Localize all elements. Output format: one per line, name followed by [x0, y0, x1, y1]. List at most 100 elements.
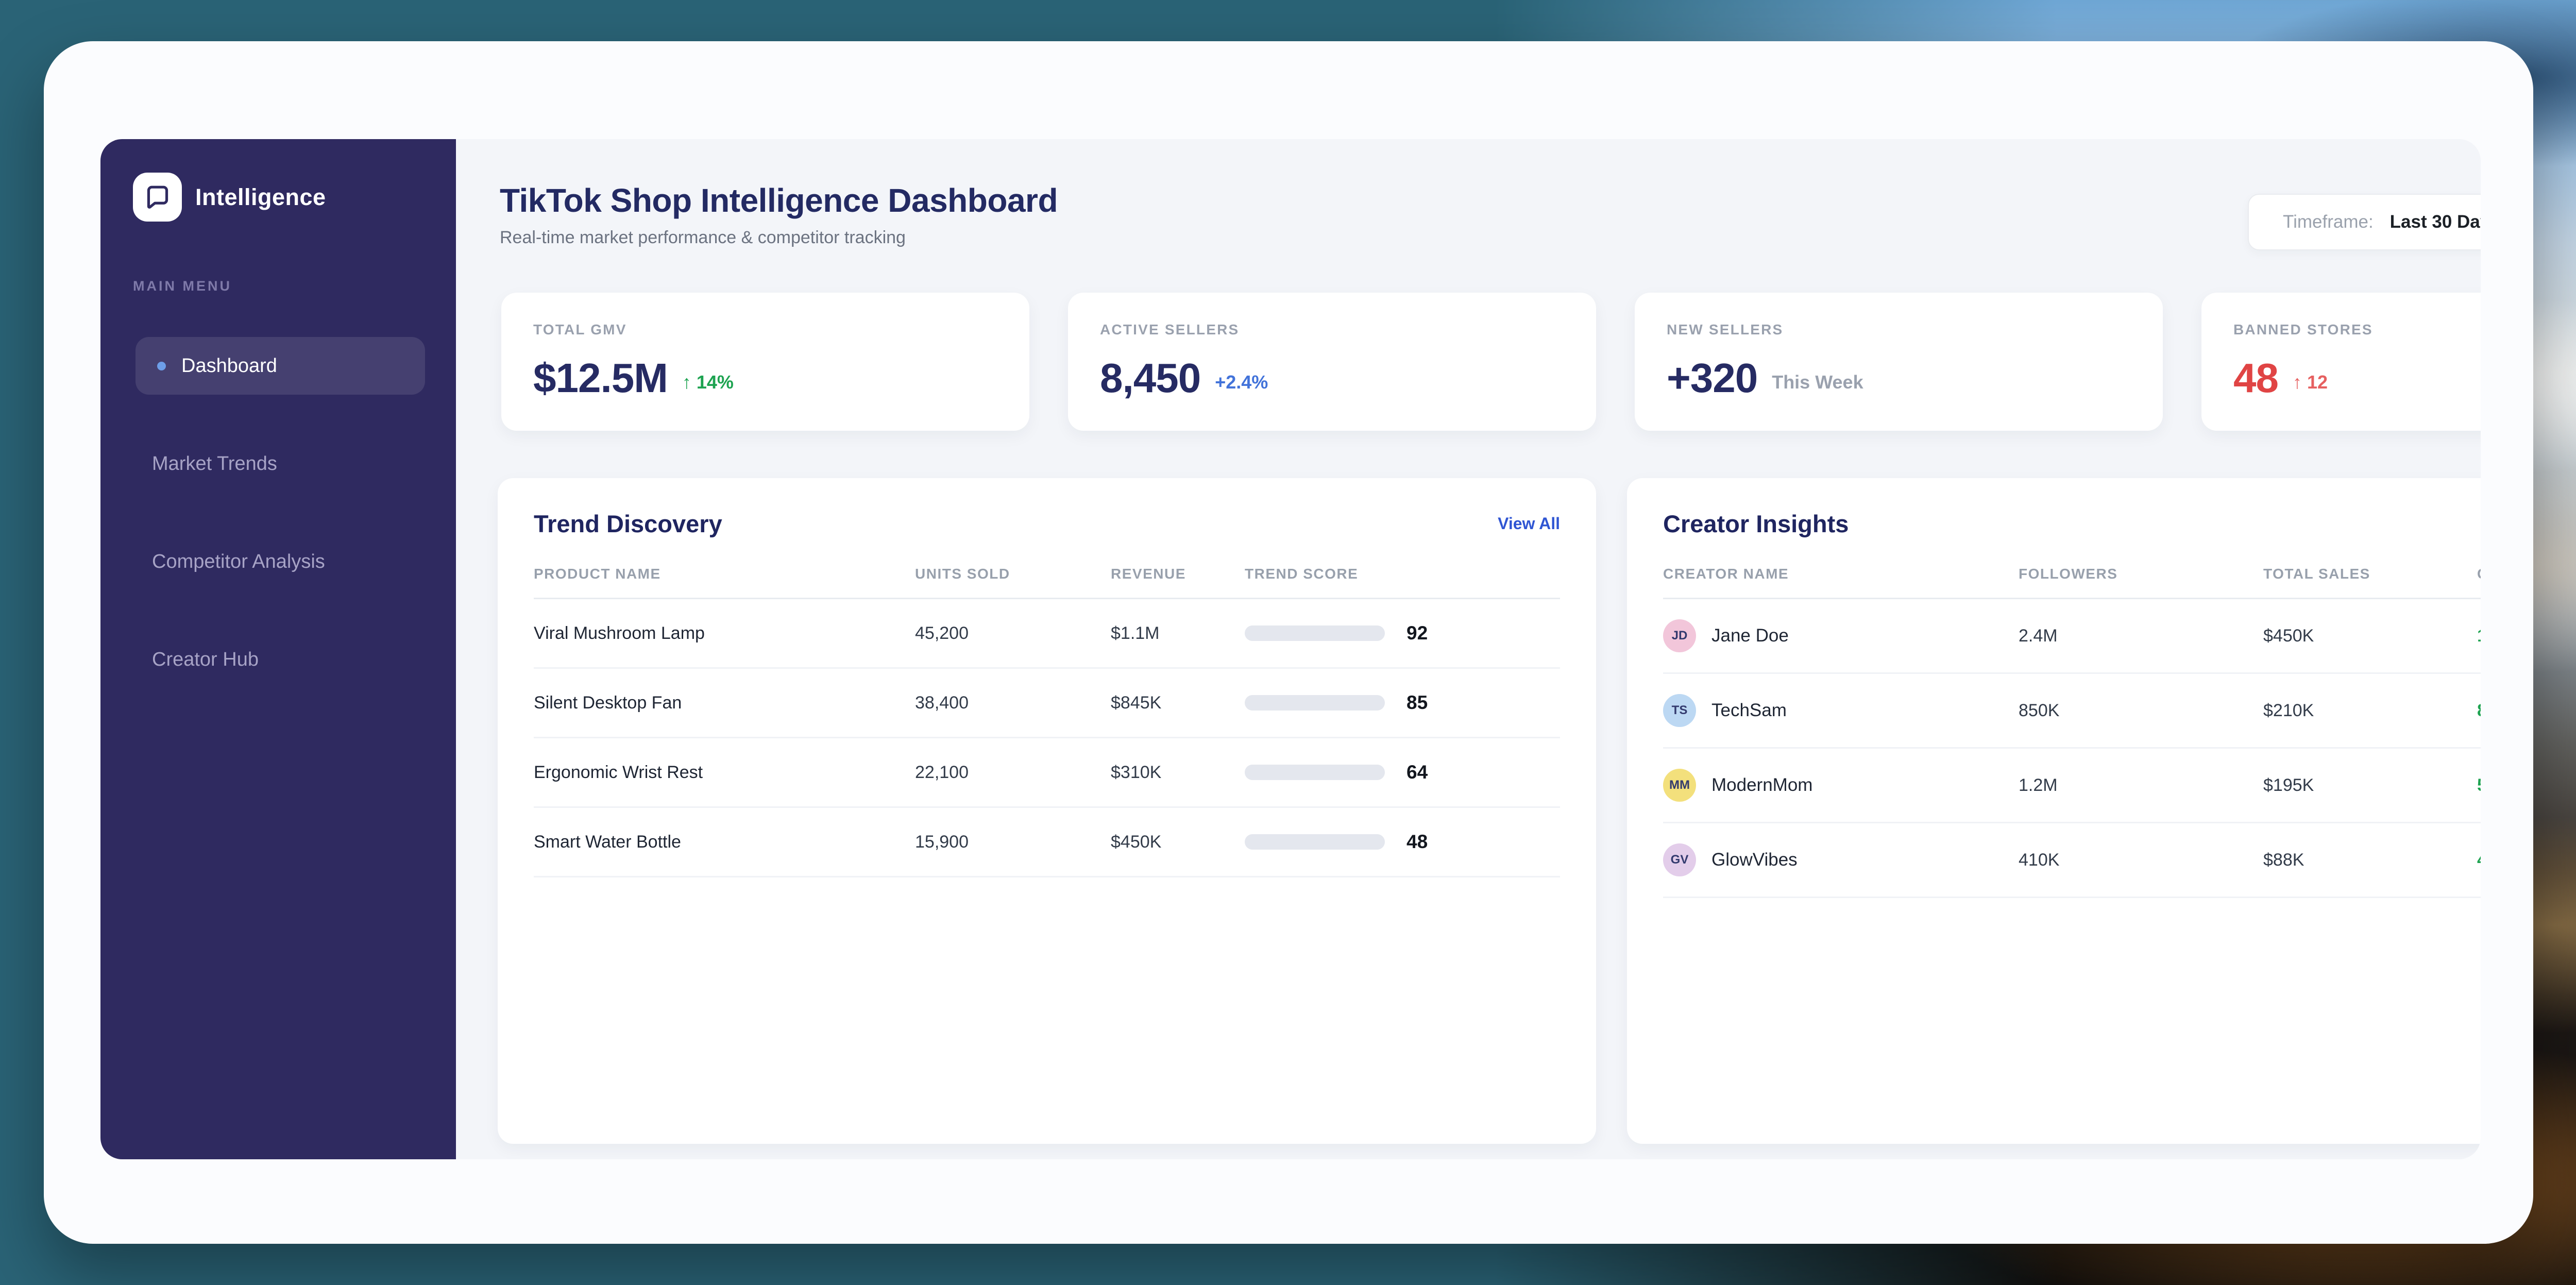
stat-delta: +2.4% — [1215, 371, 1268, 393]
trend-score-cell: 48 — [1245, 831, 1560, 853]
sidebar-item-dashboard[interactable]: Dashboard — [135, 337, 425, 395]
creator-cell: JD Jane Doe — [1663, 619, 2019, 652]
sidebar-item-label: Market Trends — [152, 452, 277, 475]
stat-value: +320 — [1667, 355, 1758, 401]
trend-score-bar — [1245, 695, 1385, 711]
gmv-growth: 12% — [2477, 626, 2481, 646]
page-subtitle: Real-time market performance & competito… — [500, 228, 906, 247]
stat-value: 48 — [2233, 355, 2279, 401]
product-name: Smart Water Bottle — [534, 832, 681, 852]
total-sales: $88K — [2263, 850, 2304, 870]
stat-value: 8,450 — [1100, 355, 1201, 401]
column-header: UNITS SOLD — [915, 566, 1010, 582]
sidebar-item-label: Creator Hub — [152, 648, 259, 670]
column-header: FOLLOWERS — [2019, 566, 2118, 582]
sidebar-item-market-trends[interactable]: Market Trends — [135, 435, 425, 493]
column-header: TOTAL SALES — [2263, 566, 2370, 582]
product-name: Viral Mushroom Lamp — [534, 623, 705, 643]
trend-score-value: 64 — [1406, 762, 1428, 783]
sidebar-item-competitor-analysis[interactable]: Competitor Analysis — [135, 533, 425, 590]
panels-row: Trend Discovery View All PRODUCT NAME UN… — [498, 478, 2481, 1144]
avatar: JD — [1663, 619, 1696, 652]
table-row: Smart Water Bottle 15,900 $450K 48 — [534, 808, 1560, 877]
timeframe-select[interactable]: Timeframe: Last 30 Days — [2248, 194, 2481, 250]
logo-text: Intelligence — [195, 183, 326, 210]
creator-cell: GV GlowVibes — [1663, 843, 2019, 876]
followers: 850K — [2019, 700, 2060, 720]
window-frame: Intelligence MAIN MENU Dashboard Market … — [44, 41, 2533, 1244]
trend-score-value: 48 — [1406, 831, 1428, 852]
avatar: MM — [1663, 769, 1696, 802]
sidebar-section-label: MAIN MENU — [133, 278, 232, 294]
followers: 2.4M — [2019, 625, 2058, 646]
sidebar-item-creator-hub[interactable]: Creator Hub — [135, 631, 425, 688]
page-header: TikTok Shop Intelligence Dashboard Real-… — [500, 181, 1058, 248]
view-all-link[interactable]: View All — [1498, 514, 1560, 533]
panel-title: Creator Insights — [1663, 510, 1849, 537]
sidebar-menu: Dashboard Market Trends Competitor Analy… — [100, 337, 456, 729]
trend-score-cell: 85 — [1245, 692, 1560, 714]
stat-card-banned-stores: BANNED STORES 48 ↑ 12 — [2201, 293, 2481, 431]
creator-name: GlowVibes — [1711, 850, 1798, 870]
column-header: PRODUCT NAME — [534, 566, 661, 582]
product-name: Silent Desktop Fan — [534, 692, 682, 713]
stats-row: TOTAL GMV $12.5M ↑ 14% ACTIVE SELLERS 8,… — [501, 293, 2481, 431]
trend-score-value: 85 — [1406, 692, 1428, 713]
revenue: $310K — [1111, 762, 1162, 782]
table-row: MM ModernMom 1.2M $195K 5% — [1663, 749, 2481, 823]
total-sales: $450K — [2263, 625, 2314, 646]
stat-label: NEW SELLERS — [1667, 322, 1784, 337]
creator-cell: TS TechSam — [1663, 694, 2019, 727]
followers: 410K — [2019, 850, 2060, 870]
stat-value: $12.5M — [533, 355, 668, 401]
followers: 1.2M — [2019, 775, 2058, 795]
timeframe-label: Timeframe: — [2283, 212, 2374, 232]
creator-name: TechSam — [1711, 700, 1787, 720]
creator-name: Jane Doe — [1711, 625, 1789, 646]
gmv-growth: 8% — [2477, 701, 2481, 721]
column-header: TREND SCORE — [1245, 566, 1359, 582]
trend-discovery-panel: Trend Discovery View All PRODUCT NAME UN… — [498, 478, 1596, 1144]
total-sales: $210K — [2263, 700, 2314, 720]
stat-card-new-sellers: NEW SELLERS +320 This Week — [1635, 293, 2163, 431]
stat-delta: ↑ 14% — [682, 371, 734, 393]
table-header: PRODUCT NAME UNITS SOLD REVENUE TREND SC… — [534, 566, 1560, 599]
trend-score-value: 92 — [1406, 622, 1428, 644]
main-content: TikTok Shop Intelligence Dashboard Real-… — [456, 139, 2481, 1159]
revenue: $450K — [1111, 832, 1162, 852]
trend-score-bar — [1245, 834, 1385, 850]
table-header: CREATOR NAME FOLLOWERS TOTAL SALES GMV — [1663, 566, 2481, 599]
dashboard-app: Intelligence MAIN MENU Dashboard Market … — [100, 139, 2481, 1159]
gmv-growth: 4% — [2477, 850, 2481, 870]
timeframe-value: Last 30 Days — [2389, 212, 2481, 232]
product-name: Ergonomic Wrist Rest — [534, 762, 703, 782]
stat-card-total-gmv: TOTAL GMV $12.5M ↑ 14% — [501, 293, 1029, 431]
total-sales: $195K — [2263, 775, 2314, 795]
revenue: $1.1M — [1111, 623, 1160, 643]
avatar: GV — [1663, 843, 1696, 876]
trend-score-bar — [1245, 625, 1385, 641]
trend-score-cell: 92 — [1245, 622, 1560, 644]
units-sold: 38,400 — [915, 692, 969, 713]
sidebar: Intelligence MAIN MENU Dashboard Market … — [100, 139, 456, 1159]
sidebar-item-label: Dashboard — [181, 354, 277, 377]
sidebar-item-label: Competitor Analysis — [152, 550, 325, 572]
table-row: Silent Desktop Fan 38,400 $845K 85 — [534, 669, 1560, 738]
stat-delta: ↑ 12 — [2292, 371, 2328, 393]
table-row: TS TechSam 850K $210K 8% — [1663, 674, 2481, 749]
creator-name: ModernMom — [1711, 775, 1813, 795]
active-indicator-dot — [157, 361, 166, 370]
stat-delta: This Week — [1772, 371, 1863, 393]
avatar: TS — [1663, 694, 1696, 727]
creator-cell: MM ModernMom — [1663, 769, 2019, 802]
stat-label: ACTIVE SELLERS — [1100, 322, 1240, 337]
page-title: TikTok Shop Intelligence Dashboard — [500, 182, 1058, 219]
logo: Intelligence — [133, 173, 326, 222]
trend-score-cell: 64 — [1245, 762, 1560, 783]
stat-label: TOTAL GMV — [533, 322, 627, 337]
table-row: GV GlowVibes 410K $88K 4% — [1663, 823, 2481, 898]
table-row: Ergonomic Wrist Rest 22,100 $310K 64 — [534, 738, 1560, 808]
units-sold: 22,100 — [915, 762, 969, 782]
stat-card-active-sellers: ACTIVE SELLERS 8,450 +2.4% — [1068, 293, 1596, 431]
